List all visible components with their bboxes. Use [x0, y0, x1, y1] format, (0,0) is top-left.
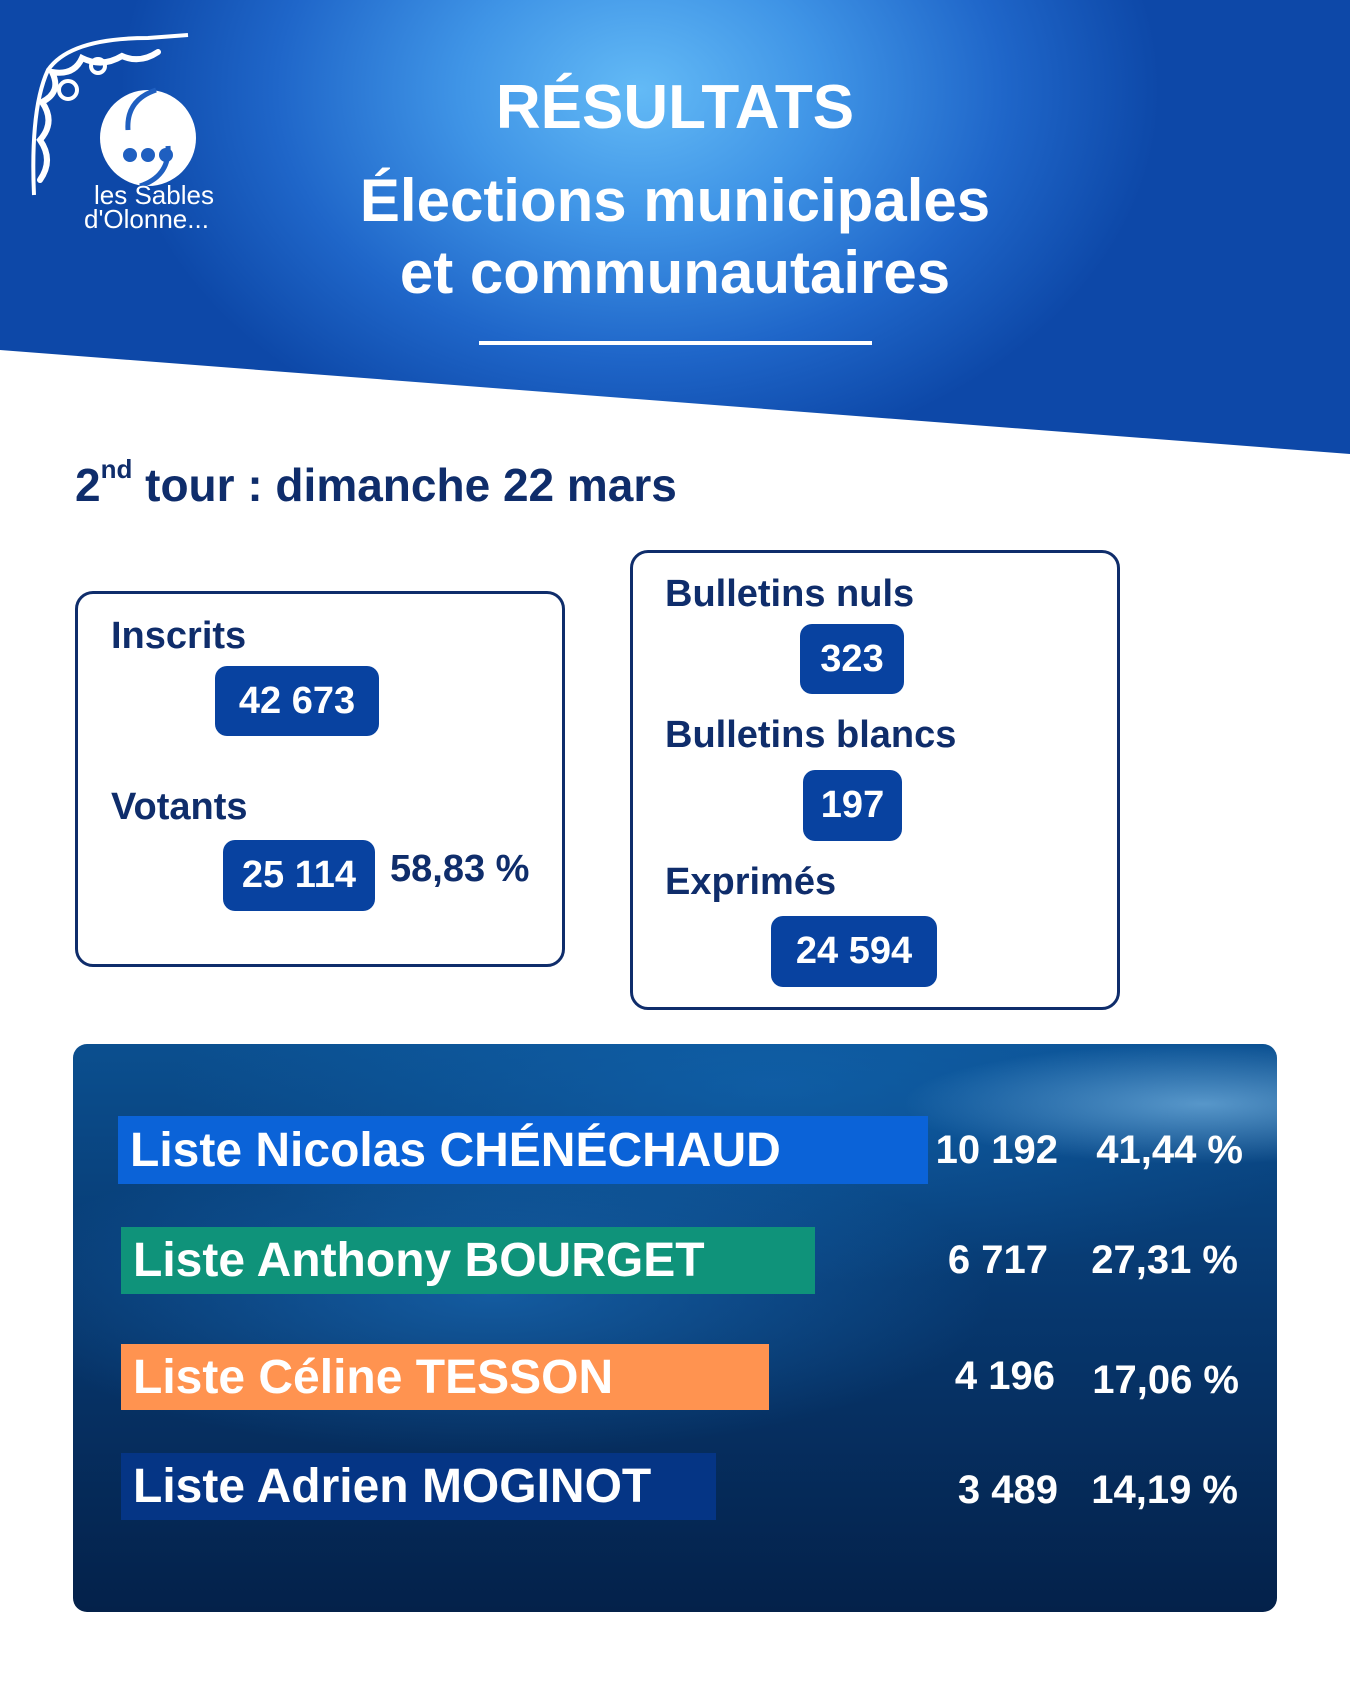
- list-name: Liste Céline TESSON: [133, 1350, 614, 1404]
- ornament-corner-icon: [31, 33, 196, 196]
- ballots-box: [630, 550, 1120, 1010]
- votants-label: Votants: [111, 786, 248, 828]
- blancs-label: Bulletins blancs: [665, 714, 957, 756]
- list-votes: 3 489: [957, 1468, 1058, 1512]
- exprimes-label: Exprimés: [665, 861, 837, 903]
- votants-value: 25 114: [223, 840, 375, 911]
- result-bar: Liste Nicolas CHÉNÉCHAUD: [118, 1116, 928, 1184]
- logo-text-2: d'Olonne...: [84, 204, 209, 234]
- list-percent: 17,06 %: [1092, 1358, 1239, 1402]
- result-bar: Liste Adrien MOGINOT: [121, 1453, 716, 1520]
- round-text: tour : dimanche 22 mars: [132, 459, 677, 511]
- list-name: Liste Adrien MOGINOT: [133, 1460, 652, 1513]
- list-name: Liste Anthony BOURGET: [133, 1234, 705, 1287]
- result-bar: Liste Céline TESSON: [121, 1344, 769, 1410]
- nuls-value: 323: [800, 624, 904, 694]
- round-heading: 2nd tour : dimanche 22 mars: [75, 454, 677, 512]
- list-percent: 14,19 %: [1091, 1468, 1238, 1512]
- round-suffix: nd: [100, 454, 133, 484]
- participation-box: [75, 591, 565, 967]
- list-votes: 4 196: [954, 1354, 1055, 1398]
- page-title: RÉSULTATS: [495, 73, 855, 142]
- blancs-value: 197: [803, 770, 902, 841]
- exprimes-value: 24 594: [771, 916, 937, 987]
- title-underline: [479, 341, 872, 345]
- logo: les Sables d'Olonne...: [28, 30, 218, 234]
- list-name: Liste Nicolas CHÉNÉCHAUD: [130, 1123, 781, 1177]
- logo-text-1: les Sables: [94, 180, 214, 210]
- list-votes: 10 192: [935, 1128, 1058, 1172]
- nuls-label: Bulletins nuls: [665, 573, 915, 615]
- list-percent: 27,31 %: [1091, 1238, 1238, 1282]
- round-number: 2: [75, 459, 101, 511]
- result-bar: Liste Anthony BOURGET: [121, 1227, 815, 1294]
- page-subtitle-line-1: Élections municipales: [359, 167, 991, 234]
- inscrits-value: 42 673: [215, 666, 379, 736]
- list-percent: 41,44 %: [1096, 1128, 1243, 1172]
- inscrits-label: Inscrits: [111, 615, 247, 657]
- list-votes: 6 717: [947, 1238, 1048, 1282]
- page-subtitle-line-2: et communautaires: [399, 239, 951, 306]
- votants-percent: 58,83 %: [390, 848, 530, 890]
